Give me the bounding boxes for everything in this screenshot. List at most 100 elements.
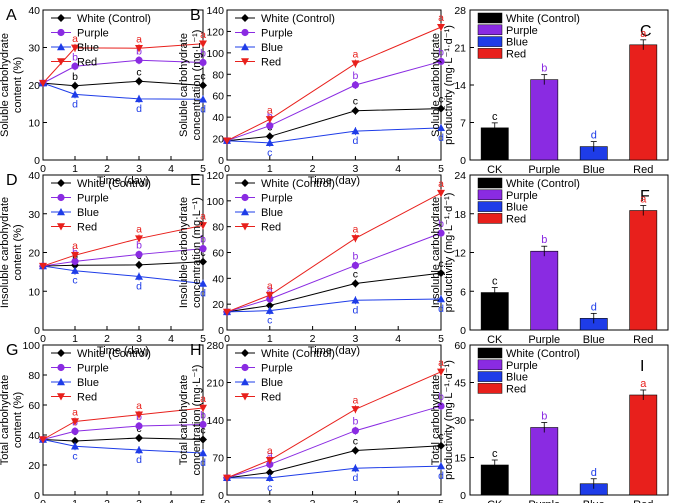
series-line (226, 272, 442, 313)
panel-letter: D (6, 172, 18, 189)
y-axis-title-line: Total carbohydrate (178, 375, 190, 466)
legend-label: Red (261, 222, 281, 234)
legend-label: Red (77, 222, 97, 234)
y-tick-label: 40 (28, 430, 40, 442)
bar (530, 427, 559, 496)
significance-letter: a (352, 394, 358, 406)
significance-letter: b (541, 63, 547, 75)
series-line (42, 265, 204, 284)
legend-label: Blue (77, 207, 99, 219)
y-tick-label: 14 (454, 80, 466, 92)
significance-letter: d (591, 467, 597, 479)
x-tick-label: 3 (136, 333, 142, 345)
x-tick-label: 3 (352, 498, 358, 503)
series-line (226, 108, 442, 142)
data-point (199, 420, 207, 429)
legend-marker (241, 208, 249, 216)
significance-letter: c (72, 450, 77, 462)
significance-letter: a (136, 400, 142, 412)
significance-letter: b (72, 51, 78, 63)
data-point (199, 279, 207, 287)
legend-marker (241, 58, 249, 66)
data-point (135, 250, 143, 259)
x-tick-label: 3 (352, 163, 358, 175)
y-axis-title-line: concentration (mg·L⁻¹) (191, 30, 203, 141)
data-point (223, 137, 231, 145)
data-point (223, 474, 231, 482)
significance-letter: b (352, 70, 358, 82)
significance-letter: b (438, 46, 444, 58)
significance-letter: a (200, 29, 206, 41)
bar (629, 394, 658, 496)
y-tick-label: 18 (454, 209, 466, 221)
y-axis-title-line: concentration (mg·L⁻¹) (191, 197, 203, 308)
legend-label: Red (506, 383, 526, 395)
x-tick-label: 0 (224, 498, 230, 503)
series-line (227, 465, 442, 479)
y-tick-label: 40 (212, 273, 224, 285)
y-axis-title: Soluble carbohydrateconcentration (mg·L⁻… (178, 30, 203, 141)
series-line (42, 82, 204, 100)
significance-letter: a (267, 280, 273, 292)
significance-letter: c (492, 276, 498, 288)
legend-marker (57, 43, 65, 51)
x-tick-label: 2 (104, 163, 110, 175)
x-tick-label: 5 (200, 333, 206, 345)
significance-letter: c (200, 247, 205, 259)
x-tick-label: 1 (72, 333, 78, 345)
legend-swatch (477, 371, 503, 382)
panel-letter: F (640, 188, 650, 205)
y-tick-label: 40 (28, 5, 40, 17)
x-tick-label: Blue (583, 334, 605, 346)
data-point (71, 257, 79, 266)
y-tick-label: 100 (206, 48, 224, 60)
legend-label: Purple (261, 28, 293, 40)
series-line (226, 60, 442, 142)
y-tick-label: 30 (28, 43, 40, 55)
data-point (351, 464, 360, 472)
series-line (226, 127, 442, 144)
data-point (437, 104, 445, 113)
significance-letter: c (353, 96, 358, 108)
significance-letter: a (267, 445, 273, 457)
y-tick-label: 20 (28, 248, 40, 260)
panel-letter: G (6, 342, 18, 359)
legend-marker (57, 393, 65, 401)
significance-letter: a (438, 12, 444, 24)
x-tick-label: 3 (136, 498, 142, 503)
significance-letter: b (136, 239, 142, 251)
bar (530, 250, 559, 331)
y-tick-label: 20 (28, 80, 40, 92)
y-tick-label: 60 (212, 248, 224, 260)
y-tick-label: 80 (28, 370, 40, 382)
data-point (199, 58, 207, 67)
significance-letter: a (136, 33, 142, 45)
x-tick-label: 1 (72, 498, 78, 503)
x-tick-label: CK (487, 499, 503, 503)
legend-marker (241, 349, 249, 357)
legend-swatch (477, 213, 503, 224)
significance-letter: a (352, 49, 358, 61)
x-tick-label: 0 (40, 163, 46, 175)
significance-letter: c (492, 448, 498, 460)
x-tick-label: CK (487, 334, 503, 346)
panel-h: H 0 70 140 210 280 0 1 2 3 4 5 Time (day) Total carbo… (178, 340, 445, 503)
significance-letter: a (267, 284, 273, 296)
y-tick-label: 21 (454, 43, 466, 55)
legend-swatch (477, 189, 503, 201)
x-tick-label: 4 (168, 333, 174, 345)
legend-marker (57, 14, 65, 22)
bar (480, 127, 509, 161)
y-axis-title-line: Insoluble carbohydrate (0, 197, 11, 308)
significance-letter: b (200, 234, 206, 246)
legend-swatch (477, 201, 503, 212)
series-line (42, 224, 204, 267)
data-point (351, 81, 359, 89)
y-axis-title-line: Insoluble carbohydrate (430, 197, 442, 308)
data-point (71, 90, 79, 98)
significance-letter: d (438, 470, 444, 482)
data-point (265, 468, 274, 477)
data-point (351, 296, 360, 304)
data-point (351, 127, 360, 135)
significance-letter: a (72, 240, 78, 252)
